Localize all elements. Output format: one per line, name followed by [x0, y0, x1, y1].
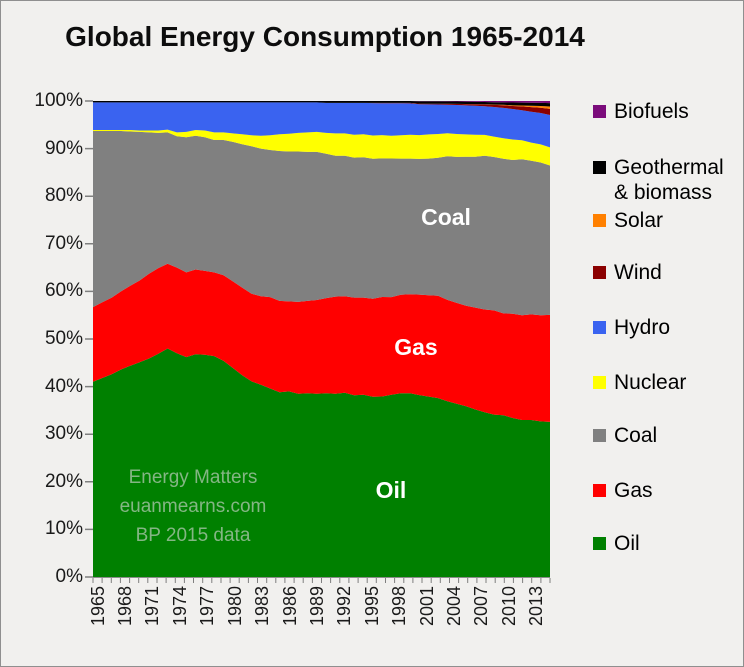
- watermark-line: BP 2015 data: [135, 525, 251, 546]
- y-tick-label: 40%: [44, 375, 83, 397]
- area-oil: [93, 348, 550, 577]
- y-tick-label: 60%: [44, 280, 83, 302]
- legend-item-nuclear: Nuclear: [593, 370, 686, 395]
- x-axis-ticks: [92, 578, 551, 583]
- y-tick-label: 30%: [44, 423, 83, 445]
- legend-item-coal: Coal: [593, 423, 657, 448]
- legend-label: Solar: [614, 209, 664, 232]
- area-gas: [93, 263, 550, 422]
- chart-title: Global Energy Consumption 1965-2014: [65, 21, 585, 52]
- x-tick-label: 1998: [389, 586, 410, 627]
- hydro-legend-swatch: [593, 321, 606, 334]
- solar-legend-swatch: [593, 214, 606, 227]
- x-tick-label: 1983: [252, 586, 273, 627]
- y-tick-label: 50%: [44, 328, 83, 349]
- legend-item-geothermal-biomass: Geothermal & biomass: [593, 155, 732, 205]
- legend-label: Oil: [614, 532, 640, 555]
- legend-label: Nuclear: [614, 371, 687, 394]
- gas-legend-swatch: [593, 484, 606, 497]
- legend-item-hydro: Hydro: [593, 315, 670, 340]
- x-tick-label: 1977: [197, 586, 218, 627]
- wind-legend-swatch: [593, 266, 606, 279]
- gas-area-label: Gas: [394, 334, 438, 360]
- area-biofuels: [93, 101, 550, 104]
- x-tick-label: 1965: [87, 586, 108, 627]
- y-tick-label: 0%: [55, 566, 83, 587]
- legend-label: Biofuels: [614, 100, 689, 123]
- x-tick-label: 2004: [444, 586, 465, 627]
- y-tick-label: 90%: [44, 137, 83, 159]
- legend-label: Coal: [614, 424, 658, 447]
- watermark-line: Energy Matters: [128, 467, 258, 488]
- oil-legend-swatch: [593, 537, 606, 550]
- area-geothermal-biomass: [93, 101, 550, 107]
- area-nuclear: [93, 129, 550, 166]
- y-axis-ticks: [85, 100, 93, 578]
- legend-label: Hydro: [614, 316, 671, 339]
- nuclear-legend-swatch: [593, 376, 606, 389]
- x-tick-label: 1986: [279, 586, 300, 627]
- x-tick-label: 1995: [361, 586, 382, 627]
- area-hydro: [93, 102, 550, 148]
- x-tick-label: 1992: [334, 586, 355, 627]
- x-tick-label: 2007: [471, 586, 492, 627]
- legend-item-solar: Solar: [593, 208, 663, 233]
- x-tick-label: 2001: [416, 586, 437, 627]
- x-tick-label: 2010: [498, 586, 519, 627]
- y-tick-label: 70%: [44, 232, 83, 254]
- x-tick-label: 1968: [114, 586, 135, 627]
- biofuels-legend-swatch: [593, 105, 606, 118]
- x-tick-label: 2013: [526, 586, 547, 627]
- legend-item-gas: Gas: [593, 478, 653, 503]
- legend-item-wind: Wind: [593, 260, 662, 285]
- watermark: Energy Matters euanmearns.com BP 2015 da…: [104, 463, 282, 550]
- x-tick-label: 1971: [142, 586, 163, 627]
- legend-label: Wind: [614, 261, 662, 284]
- y-tick-label: 10%: [44, 518, 83, 540]
- coal-area-label: Coal: [421, 204, 471, 230]
- x-tick-label: 1980: [224, 586, 245, 627]
- coal-legend-swatch: [593, 429, 606, 442]
- y-tick-label: 100%: [34, 90, 83, 111]
- area-coal: [93, 131, 550, 316]
- oil-area-label: Oil: [375, 477, 407, 503]
- y-tick-label: 80%: [44, 185, 83, 207]
- legend-label: Geothermal & biomass: [614, 156, 724, 204]
- x-tick-label: 1989: [306, 586, 327, 627]
- legend-item-oil: Oil: [593, 531, 640, 556]
- x-tick-label: 1974: [169, 586, 190, 627]
- geothermal-biomass-legend-swatch: [593, 161, 606, 174]
- watermark-line: euanmearns.com: [119, 496, 267, 517]
- y-tick-label: 20%: [44, 470, 83, 492]
- legend-item-biofuels: Biofuels: [593, 99, 689, 124]
- legend-label: Gas: [614, 479, 653, 502]
